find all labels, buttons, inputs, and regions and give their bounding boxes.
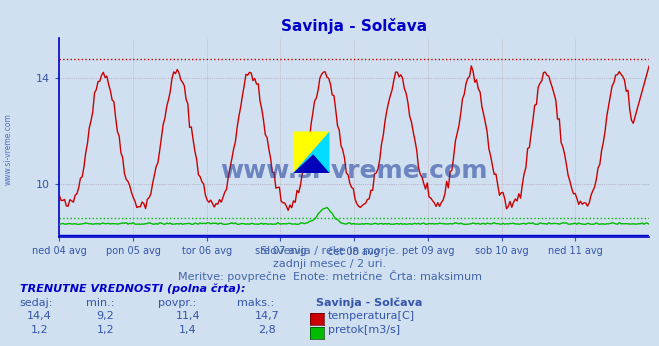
Text: 11,4: 11,4 (175, 311, 200, 321)
Polygon shape (293, 131, 330, 173)
Text: temperatura[C]: temperatura[C] (328, 311, 415, 321)
Text: sedaj:: sedaj: (20, 298, 53, 308)
Text: 14,7: 14,7 (254, 311, 279, 321)
Text: zadnji mesec / 2 uri.: zadnji mesec / 2 uri. (273, 259, 386, 269)
Polygon shape (293, 154, 330, 173)
Polygon shape (293, 131, 330, 173)
Text: min.:: min.: (86, 298, 114, 308)
Title: Savinja - Solčava: Savinja - Solčava (281, 18, 427, 34)
Text: povpr.:: povpr.: (158, 298, 196, 308)
Text: 2,8: 2,8 (258, 325, 275, 335)
Text: pretok[m3/s]: pretok[m3/s] (328, 325, 400, 335)
Text: maks.:: maks.: (237, 298, 275, 308)
Text: 1,2: 1,2 (31, 325, 48, 335)
Text: www.si-vreme.com: www.si-vreme.com (221, 160, 488, 183)
Text: 14,4: 14,4 (27, 311, 52, 321)
Text: 9,2: 9,2 (97, 311, 114, 321)
Text: www.si-vreme.com: www.si-vreme.com (3, 113, 13, 185)
Text: 1,2: 1,2 (97, 325, 114, 335)
Text: 1,4: 1,4 (179, 325, 196, 335)
Text: Slovenija / reke in morje.: Slovenija / reke in morje. (260, 246, 399, 256)
Text: Meritve: povprečne  Enote: metrične  Črta: maksimum: Meritve: povprečne Enote: metrične Črta:… (177, 270, 482, 282)
Text: Savinja - Solčava: Savinja - Solčava (316, 298, 422, 308)
Text: TRENUTNE VREDNOSTI (polna črta):: TRENUTNE VREDNOSTI (polna črta): (20, 284, 245, 294)
